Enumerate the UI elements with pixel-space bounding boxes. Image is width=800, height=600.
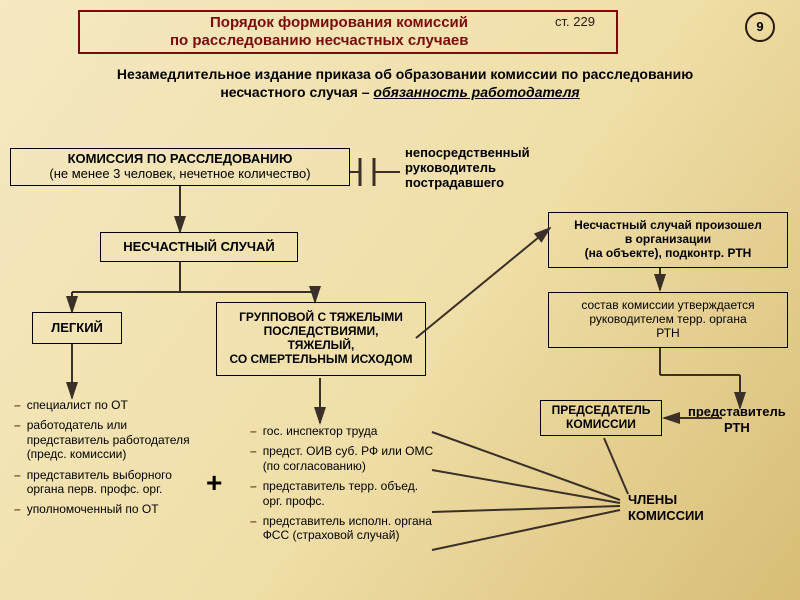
direct-supervisor: непосредственный руководитель пострадавш…: [405, 146, 530, 191]
list-item: –работодатель или представитель работода…: [14, 418, 194, 461]
intro-line1: Незамедлительное издание приказа об обра…: [70, 66, 740, 83]
intro-line2: несчастного случая – обязанность работод…: [120, 84, 680, 101]
diagram-stage: Порядок формирования комиссий по расслед…: [0, 0, 800, 600]
list-item: –представитель исполн. органа ФСС (страх…: [250, 514, 440, 543]
box-composition-approved: состав комиссии утверждается руководител…: [548, 292, 788, 348]
box-org-incident: Несчастный случай произошел в организаци…: [548, 212, 788, 268]
rtn-representative: представитель РТН: [688, 404, 786, 435]
list-item: –представитель выборного органа перв. пр…: [14, 468, 194, 497]
members-label: ЧЛЕНЫ КОМИССИИ: [628, 492, 704, 523]
box-chairman: ПРЕДСЕДАТЕЛЬ КОМИССИИ: [540, 400, 662, 436]
title-line2: по расследованию несчастных случаев: [170, 32, 468, 50]
box-heavy: ГРУППОВОЙ С ТЯЖЕЛЫМИ ПОСЛЕДСТВИЯМИ, ТЯЖЕ…: [216, 302, 426, 376]
list-item: –уполномоченный по ОТ: [14, 502, 194, 516]
list-item: –представитель терр. объед. орг. профс.: [250, 479, 440, 508]
page-number-badge: 9: [745, 12, 775, 42]
list-item: –предст. ОИВ суб. РФ или ОМС (по согласо…: [250, 444, 440, 473]
box-accident: НЕСЧАСТНЫЙ СЛУЧАЙ: [100, 232, 298, 262]
plus-sign: +: [206, 466, 222, 500]
middle-members-list: –гос. инспектор труда –предст. ОИВ суб. Р…: [250, 424, 440, 549]
title-line1: Порядок формирования комиссий: [210, 14, 468, 32]
left-members-list: –специалист по ОТ –работодатель или предс…: [14, 398, 194, 523]
box-light: ЛЕГКИЙ: [32, 312, 122, 344]
article-ref: ст. 229: [555, 14, 595, 30]
list-item: –специалист по ОТ: [14, 398, 194, 412]
box-commission: КОМИССИЯ ПО РАССЛЕДОВАНИЮ (не менее 3 че…: [10, 148, 350, 186]
list-item: –гос. инспектор труда: [250, 424, 440, 438]
